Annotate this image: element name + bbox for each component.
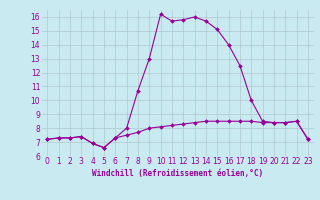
X-axis label: Windchill (Refroidissement éolien,°C): Windchill (Refroidissement éolien,°C) [92,169,263,178]
